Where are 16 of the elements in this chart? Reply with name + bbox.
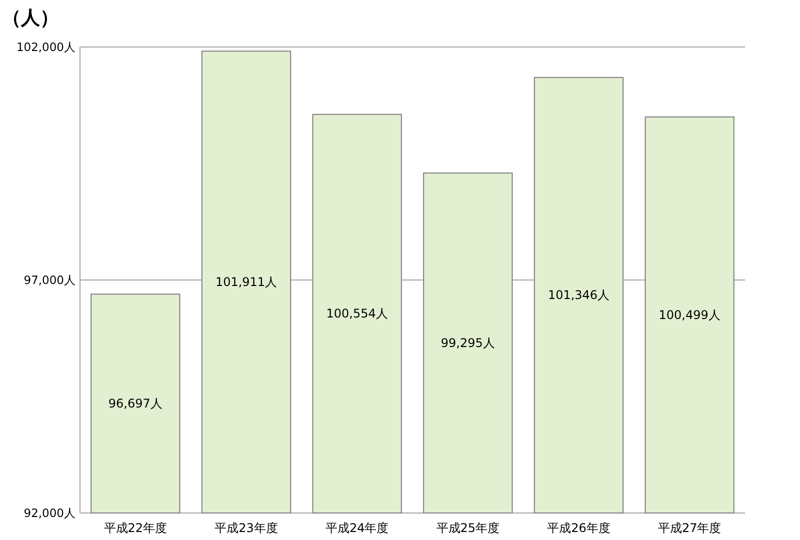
x-tick-label: 平成22年度 xyxy=(104,521,168,535)
data-label: 101,346人 xyxy=(548,288,610,302)
data-label: 100,554人 xyxy=(326,306,388,321)
x-tick-label: 平成27年度 xyxy=(658,521,722,535)
data-label: 101,911人 xyxy=(215,275,278,290)
x-tick-label: 平成26年度 xyxy=(547,521,610,535)
y-tick-label: 97,000人 xyxy=(24,273,76,287)
x-tick-label: 平成25年度 xyxy=(436,521,500,535)
x-tick-label: 平成24年度 xyxy=(325,521,389,535)
y-tick-label: 102,000人 xyxy=(16,40,76,54)
data-label: 100,499人 xyxy=(658,308,720,322)
data-label: 96,697人 xyxy=(108,396,162,411)
y-tick-label: 92,000人 xyxy=(24,506,76,520)
x-tick-label: 平成23年度 xyxy=(214,521,278,535)
data-label: 99,295人 xyxy=(440,336,495,350)
y-axis-title: （人） xyxy=(2,7,59,29)
